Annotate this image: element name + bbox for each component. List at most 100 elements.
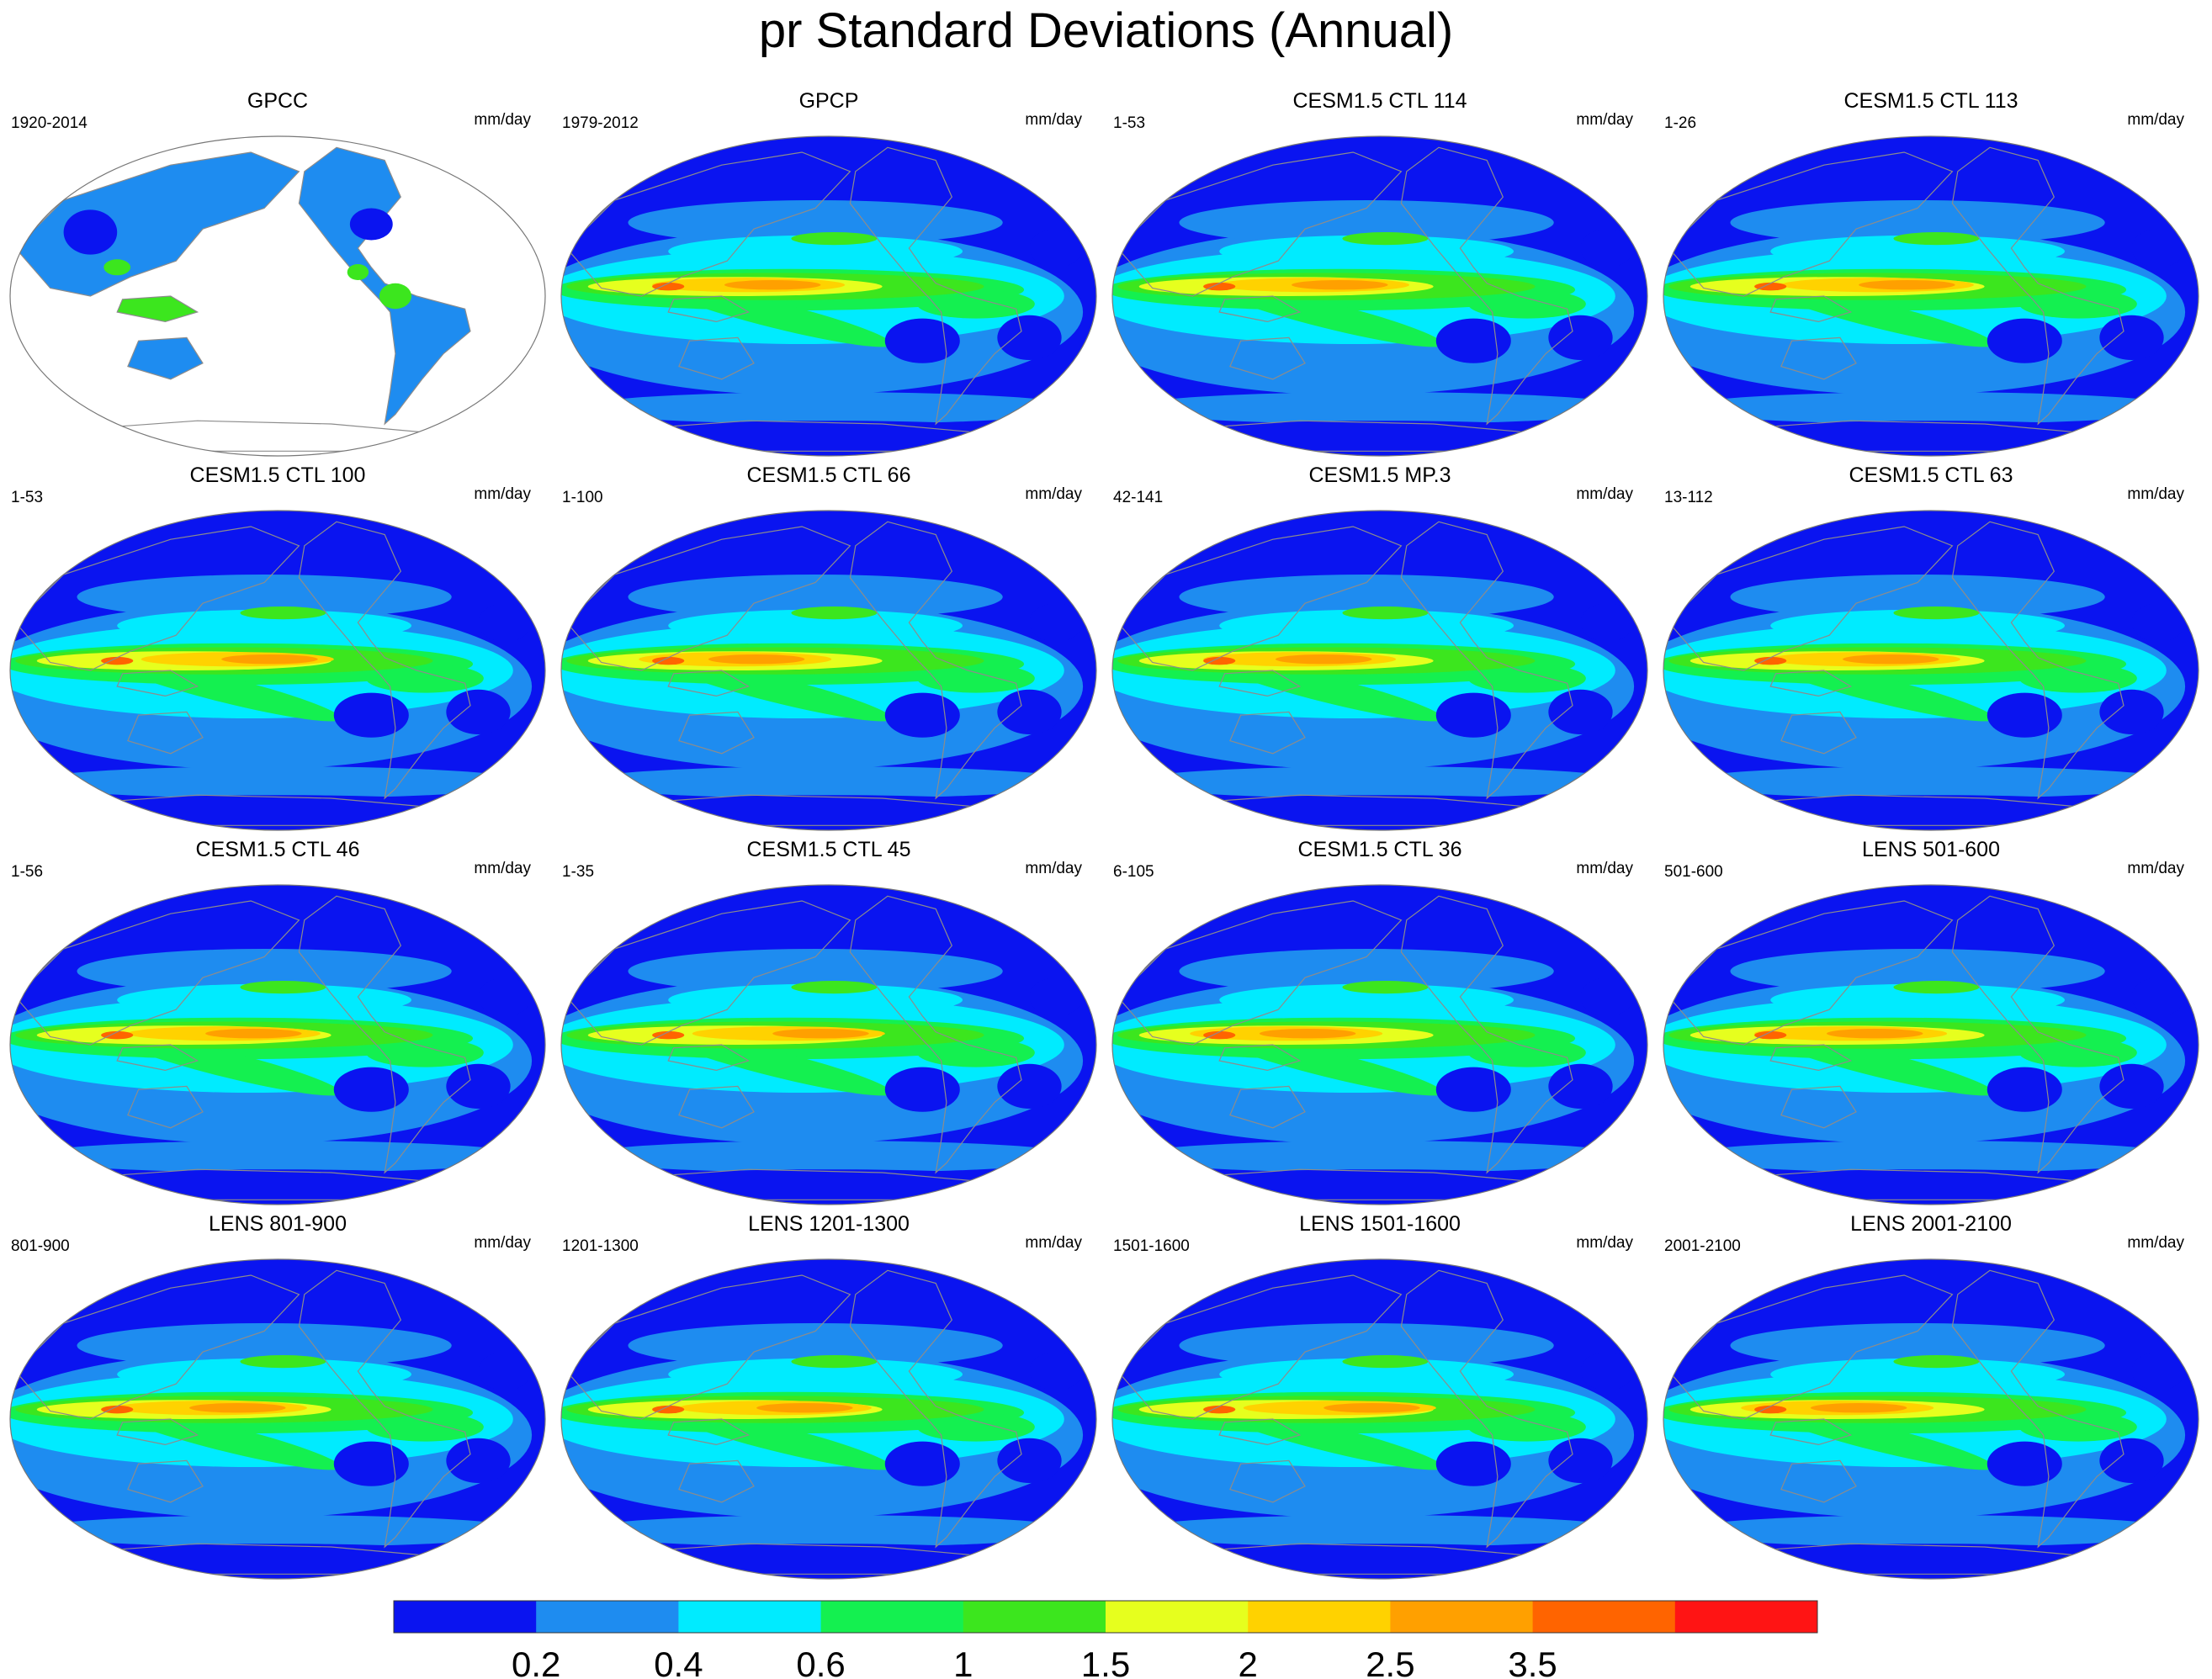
map-plot <box>1111 510 1648 831</box>
map-plot <box>1663 135 2199 457</box>
map-panel: LENS 1201-1300 1201-1300 mm/day <box>554 1211 1104 1581</box>
panel-title: LENS 501-600 <box>1861 838 2000 861</box>
map-plot <box>560 1258 1097 1580</box>
panel-units: mm/day <box>2127 1234 2184 1252</box>
map-panel: CESM1.5 MP.3 42-141 mm/day <box>1105 463 1655 833</box>
panel-year-range: 1-53 <box>11 489 44 506</box>
panel-units: mm/day <box>1576 1234 1633 1252</box>
panel-year-range: 1-100 <box>562 489 603 506</box>
panel-year-range: 2001-2100 <box>1664 1237 1741 1255</box>
panel-units: mm/day <box>1025 111 1082 129</box>
panel-units: mm/day <box>1025 860 1082 877</box>
panel-year-range: 501-600 <box>1664 863 1723 881</box>
panel-title: CESM1.5 MP.3 <box>1308 463 1451 487</box>
panel-units: mm/day <box>2127 485 2184 503</box>
panel-title: GPCC <box>247 89 309 113</box>
map-plot <box>9 135 546 457</box>
panel-units: mm/day <box>1576 860 1633 877</box>
panel-units: mm/day <box>2127 860 2184 877</box>
colorbar-swatch <box>963 1601 1106 1633</box>
panel-title: GPCP <box>798 89 859 113</box>
panel-units: mm/day <box>474 111 531 129</box>
panel-title: LENS 1501-1600 <box>1299 1212 1461 1236</box>
map-panel: CESM1.5 CTL 45 1-35 mm/day <box>554 837 1104 1207</box>
panel-year-range: 1501-1600 <box>1113 1237 1190 1255</box>
map-plot <box>9 1258 546 1580</box>
panel-title: CESM1.5 CTL 66 <box>746 463 911 487</box>
panel-year-range: 13-112 <box>1664 489 1713 506</box>
colorbar-tick-label: 0.6 <box>796 1645 845 1679</box>
colorbar-tick-label: 1.5 <box>1081 1645 1130 1679</box>
map-plot <box>560 884 1097 1205</box>
map-panel: CESM1.5 CTL 66 1-100 mm/day <box>554 463 1104 833</box>
map-plot <box>1663 884 2199 1205</box>
panel-year-range: 801-900 <box>11 1237 70 1255</box>
map-panel: CESM1.5 CTL 46 1-56 mm/day <box>3 837 553 1207</box>
map-plot <box>560 510 1097 831</box>
map-panel: LENS 801-900 801-900 mm/day <box>3 1211 553 1581</box>
colorbar-tick-label: 1 <box>953 1645 973 1679</box>
panel-year-range: 6-105 <box>1113 863 1154 881</box>
map-plot <box>1111 1258 1648 1580</box>
panel-year-range: 42-141 <box>1113 489 1164 506</box>
colorbar-swatch <box>536 1601 679 1633</box>
map-plot <box>1111 135 1648 457</box>
panel-units: mm/day <box>1576 111 1633 129</box>
panel-year-range: 1-56 <box>11 863 44 881</box>
panel-title: CESM1.5 CTL 114 <box>1292 89 1467 113</box>
colorbar-swatch <box>820 1601 964 1633</box>
map-panel: CESM1.5 CTL 114 1-53 mm/day <box>1105 88 1655 458</box>
panel-year-range: 1201-1300 <box>562 1237 639 1255</box>
colorbar-swatch <box>1390 1601 1534 1633</box>
panel-title: CESM1.5 CTL 45 <box>746 838 911 861</box>
colorbar-tick-label: 3.5 <box>1508 1645 1557 1679</box>
panel-units: mm/day <box>1025 1234 1082 1252</box>
map-plot <box>560 135 1097 457</box>
panel-units: mm/day <box>2127 111 2184 129</box>
colorbar-swatch <box>394 1601 537 1633</box>
panel-year-range: 1-26 <box>1664 114 1697 132</box>
colorbar-swatch <box>1248 1601 1391 1633</box>
panel-title: CESM1.5 CTL 36 <box>1297 838 1462 861</box>
map-plot <box>9 510 546 831</box>
map-plot <box>9 884 546 1205</box>
panel-year-range: 1920-2014 <box>11 114 88 132</box>
colorbar-swatch <box>1106 1601 1249 1633</box>
map-panel: LENS 2001-2100 2001-2100 mm/day <box>1656 1211 2206 1581</box>
panel-title: LENS 1201-1300 <box>748 1212 910 1236</box>
map-panel: CESM1.5 CTL 36 6-105 mm/day <box>1105 837 1655 1207</box>
panel-units: mm/day <box>474 485 531 503</box>
panel-year-range: 1-53 <box>1113 114 1146 132</box>
map-plot <box>1111 884 1648 1205</box>
map-panel: GPCP 1979-2012 mm/day <box>554 88 1104 458</box>
map-panel: CESM1.5 CTL 63 13-112 mm/day <box>1656 463 2206 833</box>
panel-title: LENS 2001-2100 <box>1850 1212 2012 1236</box>
panel-units: mm/day <box>1025 485 1082 503</box>
colorbar-swatch <box>1674 1601 1818 1633</box>
colorbar-swatch <box>1532 1601 1676 1633</box>
panel-units: mm/day <box>474 1234 531 1252</box>
panel-title: CESM1.5 CTL 113 <box>1843 89 2018 113</box>
panel-title: LENS 801-900 <box>208 1212 347 1236</box>
colorbar-tick-label: 2 <box>1239 1645 1258 1679</box>
map-panel: LENS 1501-1600 1501-1600 mm/day <box>1105 1211 1655 1581</box>
map-plot <box>1663 1258 2199 1580</box>
colorbar-swatch <box>678 1601 822 1633</box>
colorbar-tick-label: 0.4 <box>654 1645 703 1679</box>
map-panel: CESM1.5 CTL 100 1-53 mm/day <box>3 463 553 833</box>
map-plot <box>1663 510 2199 831</box>
panel-title: CESM1.5 CTL 63 <box>1849 463 2013 487</box>
colorbar-tick-label: 2.5 <box>1366 1645 1414 1679</box>
figure-title: pr Standard Deviations (Annual) <box>758 3 1454 58</box>
panel-units: mm/day <box>474 860 531 877</box>
colorbar-tick-label: 0.2 <box>512 1645 560 1679</box>
panel-title: CESM1.5 CTL 46 <box>195 838 360 861</box>
panel-year-range: 1979-2012 <box>562 114 639 132</box>
map-panel: LENS 501-600 501-600 mm/day <box>1656 837 2206 1207</box>
map-panel: GPCC 1920-2014 mm/day <box>3 88 553 458</box>
panel-title: CESM1.5 CTL 100 <box>189 463 366 487</box>
panel-year-range: 1-35 <box>562 863 595 881</box>
map-panel: CESM1.5 CTL 113 1-26 mm/day <box>1656 88 2206 458</box>
panel-units: mm/day <box>1576 485 1633 503</box>
